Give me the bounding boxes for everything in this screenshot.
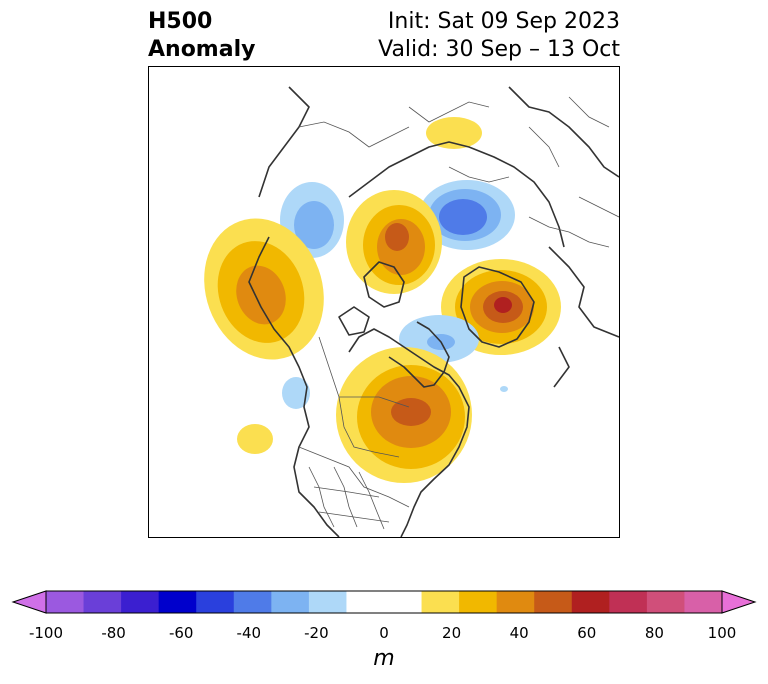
colorbar-tick-label: -40 <box>236 624 262 642</box>
colorbar-min-arrow <box>11 590 47 614</box>
colorbar-segment <box>646 591 685 613</box>
title-line-2: Anomaly <box>148 37 256 62</box>
colorbar-tick-label: 60 <box>577 624 597 642</box>
anomaly-blob <box>282 377 310 409</box>
anomaly-blob <box>237 424 273 454</box>
colorbar-frame <box>45 590 723 614</box>
colorbar-tick-label: 0 <box>379 624 389 642</box>
colorbar-segment <box>271 591 310 613</box>
colorbar-segment <box>308 591 347 613</box>
colorbar-segment <box>46 591 85 613</box>
colorbar-segment <box>459 591 498 613</box>
colorbar-segments <box>46 591 723 613</box>
colorbar-segment <box>684 591 723 613</box>
colorbar <box>11 590 757 614</box>
date-info: Init: Sat 09 Sep 2023 Valid: 30 Sep – 13… <box>378 8 620 64</box>
colorbar-tick-label: -20 <box>304 624 329 642</box>
colorbar-segment <box>496 591 535 613</box>
colorbar-tick-label: 20 <box>442 624 462 642</box>
borders <box>298 96 619 530</box>
colorbar-segment <box>571 591 610 613</box>
colorbar-segment <box>384 591 423 613</box>
colorbar-segment <box>534 591 573 613</box>
colorbar-unit: m <box>373 646 395 671</box>
anomaly-blob <box>426 117 482 149</box>
colorbar-tick-label: 80 <box>644 624 664 642</box>
colorbar-segment <box>83 591 122 613</box>
colorbar-segment <box>121 591 160 613</box>
colorbar-segment <box>346 591 385 613</box>
map-svg <box>204 86 619 537</box>
colorbar-segment <box>609 591 648 613</box>
colorbar-segment <box>196 591 235 613</box>
colorbar-segment <box>421 591 460 613</box>
colorbar-segment <box>158 591 197 613</box>
colorbar-tick-label: -80 <box>101 624 126 642</box>
map-title: H500 Anomaly <box>148 8 255 64</box>
colorbar-max-arrow <box>721 590 757 614</box>
colorbar-tick-label: -60 <box>168 624 194 642</box>
colorbar-tick-label: 40 <box>509 624 529 642</box>
anomaly-map <box>148 66 620 538</box>
colorbar-tick-label: 100 <box>707 624 737 642</box>
valid-range-label: Valid: 30 Sep – 13 Oct <box>378 37 620 62</box>
coastlines <box>248 86 619 537</box>
init-date-label: Init: Sat 09 Sep 2023 <box>387 9 620 34</box>
colorbar-tick-label: -100 <box>28 624 64 642</box>
colorbar-segment <box>233 591 272 613</box>
title-line-1: H500 <box>148 9 213 34</box>
